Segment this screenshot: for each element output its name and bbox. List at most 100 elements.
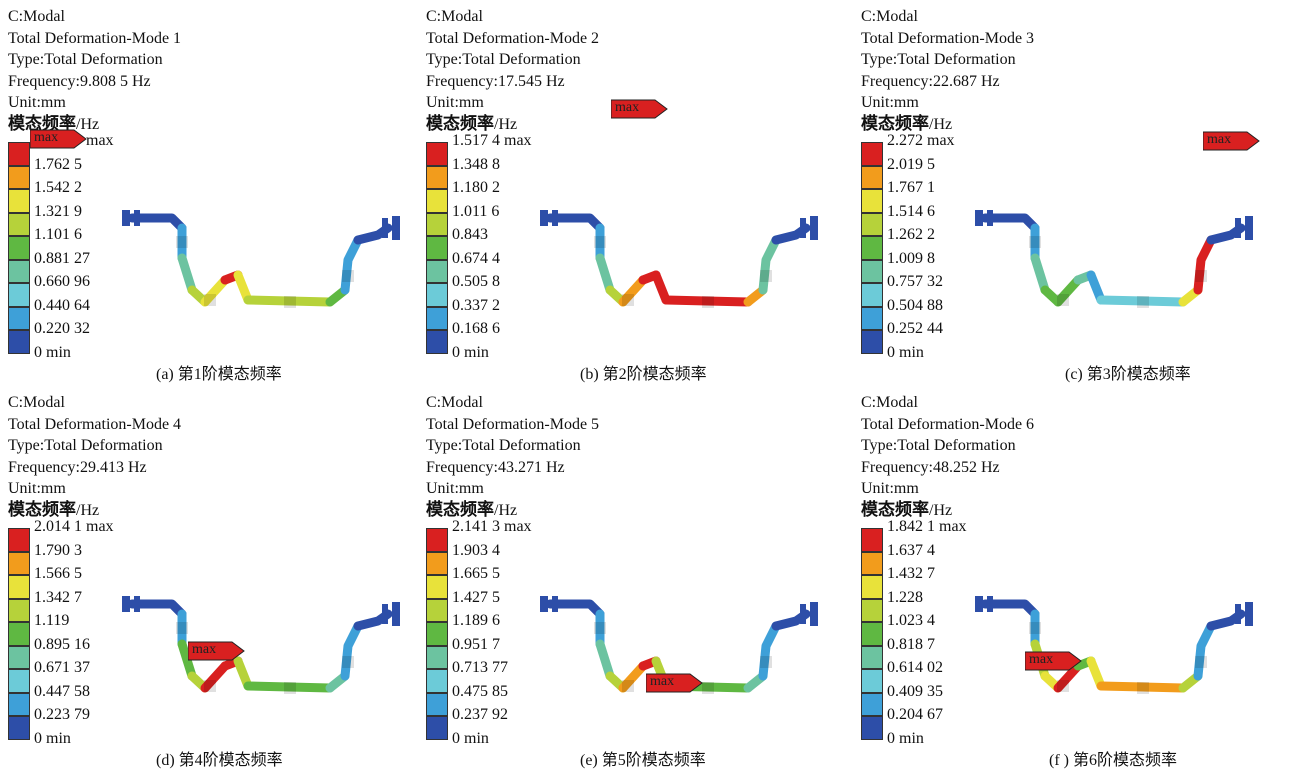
legend-unit-hz: /Hz: [494, 115, 518, 133]
legend-tick-label: 1.767 1: [887, 179, 935, 196]
legend-tick-label: 1.517 4 max: [452, 132, 532, 149]
result-header: C:Modal Total Deformation-Mode 4 Type:To…: [8, 392, 181, 521]
analysis-name: C:Modal: [8, 394, 65, 411]
legend-tick-label: 0.843: [452, 226, 488, 243]
max-marker-shape: [1202, 131, 1260, 151]
color-legend: [8, 142, 32, 356]
mode-panel-6: C:Modal Total Deformation-Mode 6 Type:To…: [853, 386, 1273, 772]
result-unit: Unit:mm: [8, 94, 66, 111]
legend-tick-label: 0.757 32: [887, 273, 943, 290]
legend-tick-label: 1.119: [34, 612, 70, 629]
max-marker-label: max: [615, 100, 640, 115]
legend-tick-label: 0.168 6: [452, 320, 500, 337]
mode-panel-4: C:Modal Total Deformation-Mode 4 Type:To…: [0, 386, 420, 772]
result-type: Type:Total Deformation: [8, 51, 163, 68]
max-marker-shape: [29, 129, 87, 149]
legend-swatch: [8, 692, 30, 717]
result-unit: Unit:mm: [861, 480, 919, 497]
result-frequency: Frequency:48.252 Hz: [861, 458, 1000, 476]
legend-tick-label: 0.951 7: [452, 635, 500, 653]
legend-tick-label: 0.223 79: [34, 706, 90, 723]
result-title: Total Deformation-Mode 3: [861, 29, 1035, 47]
legend-unit-label: 模态频率/Hz: [8, 500, 181, 522]
max-marker-label: max: [1207, 132, 1232, 147]
legend-tick-label: 1.566 5: [34, 565, 82, 582]
panel-caption: (b) 第2阶模态频率: [580, 366, 707, 383]
legend-swatch: [861, 669, 883, 693]
legend-swatch: [8, 236, 30, 260]
legend-unit-cn: 模态频率: [426, 499, 494, 520]
panel-caption: (c) 第3阶模态频率: [1065, 366, 1191, 383]
legend-swatch: [8, 330, 30, 354]
legend-tick-label: 0.337 2: [452, 296, 500, 314]
pipe-deformation-model: [540, 596, 818, 694]
result-title: Total Deformation-Mode 1: [8, 29, 182, 47]
analysis-name: C:Modal: [861, 8, 918, 25]
result-header: C:Modal Total Deformation-Mode 1 Type:To…: [8, 6, 181, 135]
legend-tick-label: 1.101 6: [34, 226, 82, 243]
legend-unit-hz: /Hz: [929, 115, 953, 133]
legend-unit-hz: /Hz: [929, 501, 953, 519]
result-header: C:Modal Total Deformation-Mode 6 Type:To…: [861, 392, 1034, 521]
max-marker: max: [187, 640, 246, 667]
analysis-name: C:Modal: [426, 394, 483, 411]
legend-tick-label: 0.614 02: [887, 659, 943, 676]
max-marker: max: [610, 98, 669, 125]
legend-swatch: [426, 551, 448, 576]
legend-tick-label: 1.427 5: [452, 588, 500, 606]
pipe-deformation-model: [975, 596, 1253, 694]
legend-swatch: [426, 622, 448, 646]
result-title: Total Deformation-Mode 2: [426, 29, 600, 47]
max-marker: max: [645, 672, 704, 699]
legend-tick-label: 0.252 44: [887, 320, 943, 337]
legend-tick-label: 0.447 58: [34, 682, 90, 700]
legend-swatch: [426, 330, 448, 354]
legend-tick-label: 0.674 4: [452, 249, 500, 267]
legend-tick-label: 2.014 1 max: [34, 518, 114, 535]
legend-tick-label: 1.228: [887, 588, 923, 606]
legend-unit-label: 模态频率/Hz: [8, 114, 181, 136]
result-unit: Unit:mm: [8, 480, 66, 497]
mode-panel-2: C:Modal Total Deformation-Mode 2 Type:To…: [418, 0, 838, 386]
legend-swatch: [861, 528, 883, 552]
legend-tick-label: 2.141 3 max: [452, 518, 532, 535]
legend-tick-label: 0.440 64: [34, 296, 90, 314]
result-header: C:Modal Total Deformation-Mode 5 Type:To…: [426, 392, 599, 521]
result-header: C:Modal Total Deformation-Mode 2 Type:To…: [426, 6, 599, 135]
max-marker-label: max: [1029, 652, 1054, 667]
legend-swatch: [426, 645, 448, 670]
pipe-deformation-model: [122, 210, 400, 308]
legend-tick-label: 1.514 6: [887, 202, 935, 220]
legend-tick-label: 0.220 32: [34, 320, 90, 337]
max-marker-shape: [1024, 651, 1082, 671]
legend-unit-cn: 模态频率: [861, 113, 929, 134]
legend-swatch: [861, 551, 883, 576]
legend-swatch: [426, 716, 448, 740]
pipe-deformation-model: [540, 210, 818, 308]
pipe-deformation-model: [975, 210, 1253, 308]
result-frequency: Frequency:17.545 Hz: [426, 72, 565, 90]
legend-tick-label: 0.895 16: [34, 635, 90, 653]
max-marker: max: [1202, 130, 1261, 157]
legend-tick-label: 0 min: [452, 343, 489, 361]
legend-swatch: [426, 692, 448, 717]
legend-swatch: [8, 165, 30, 190]
legend-tick-label: 1.342 7: [34, 588, 82, 606]
legend-swatch: [8, 716, 30, 740]
legend-swatch: [8, 551, 30, 576]
legend-tick-label: 0.475 85: [452, 682, 508, 700]
legend-tick-label: 1.262 2: [887, 226, 935, 243]
max-marker-label: max: [650, 674, 675, 689]
legend-unit-cn: 模态频率: [8, 499, 76, 520]
result-title: Total Deformation-Mode 5: [426, 415, 600, 433]
pipe-deformation-model: [122, 596, 400, 694]
legend-unit-cn: 模态频率: [8, 113, 76, 134]
legend-swatch: [861, 165, 883, 190]
legend-swatch: [861, 283, 883, 307]
legend-tick-label: 0 min: [887, 729, 924, 747]
analysis-name: C:Modal: [426, 8, 483, 25]
legend-tick-label: 1.321 9: [34, 202, 82, 220]
legend-tick-label: 0.671 37: [34, 659, 90, 676]
result-unit: Unit:mm: [861, 94, 919, 111]
legend-tick-label: 0.237 92: [452, 706, 508, 723]
